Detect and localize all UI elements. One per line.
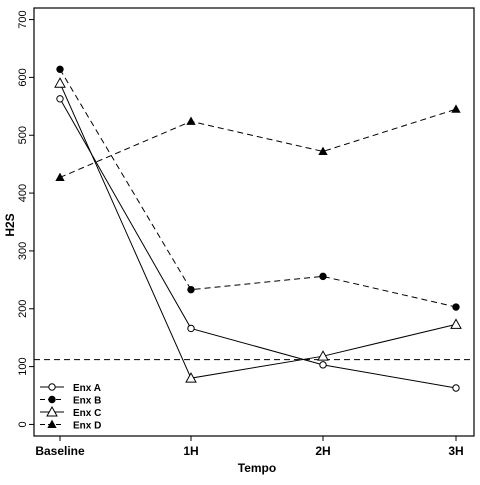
legend-marker [46,405,58,417]
y-tick-label: 600 [17,68,29,86]
data-point [186,116,196,125]
series-enx-c [54,77,462,383]
legend-marker [48,395,56,404]
y-tick-label: 100 [17,357,29,375]
data-point [452,303,460,311]
data-point [319,272,327,281]
legend-marker [48,383,56,391]
plot-frame [33,7,475,437]
data-point [450,318,462,329]
series-enx-d [55,104,461,182]
y-axis: 0 100 200 300 400 500 600 700 [17,10,34,427]
data-point [451,104,461,113]
y-tick-label: 0 [17,421,29,427]
series-enx-b [56,65,460,311]
legend-label: Enx D [73,421,101,432]
data-point [317,350,329,361]
data-point [318,146,328,155]
data-point [452,384,460,392]
data-point [54,77,66,88]
legend-label: Enx C [73,408,101,419]
y-tick-label: 500 [17,126,29,144]
x-tick-label: 2H [315,444,330,458]
y-tick-label: 700 [17,10,29,28]
y-tick-label: 200 [17,300,29,318]
y-axis-title: H2S [3,213,17,236]
x-axis: Baseline 1H 2H 3H [35,436,464,458]
series-line [59,108,457,178]
data-point [187,324,195,333]
series-line [59,69,457,308]
data-point [55,172,65,182]
series-layer [54,65,462,392]
data-point [185,372,197,383]
series-line [59,98,457,389]
series-enx-a [56,95,460,392]
y-tick-label: 400 [17,184,29,202]
x-axis-title: Tempo [238,461,276,475]
data-point [56,65,64,74]
x-tick-label: 1H [183,444,198,458]
legend-marker [47,419,57,429]
data-point [56,95,64,103]
y-tick-label: 300 [17,242,29,260]
data-point [319,361,327,369]
series-line [59,82,457,379]
x-tick-label: Baseline [35,444,85,458]
x-tick-label: 3H [448,444,463,458]
legend-label: Enx A [73,383,101,394]
data-point [187,285,195,294]
legend-label: Enx B [73,396,101,407]
